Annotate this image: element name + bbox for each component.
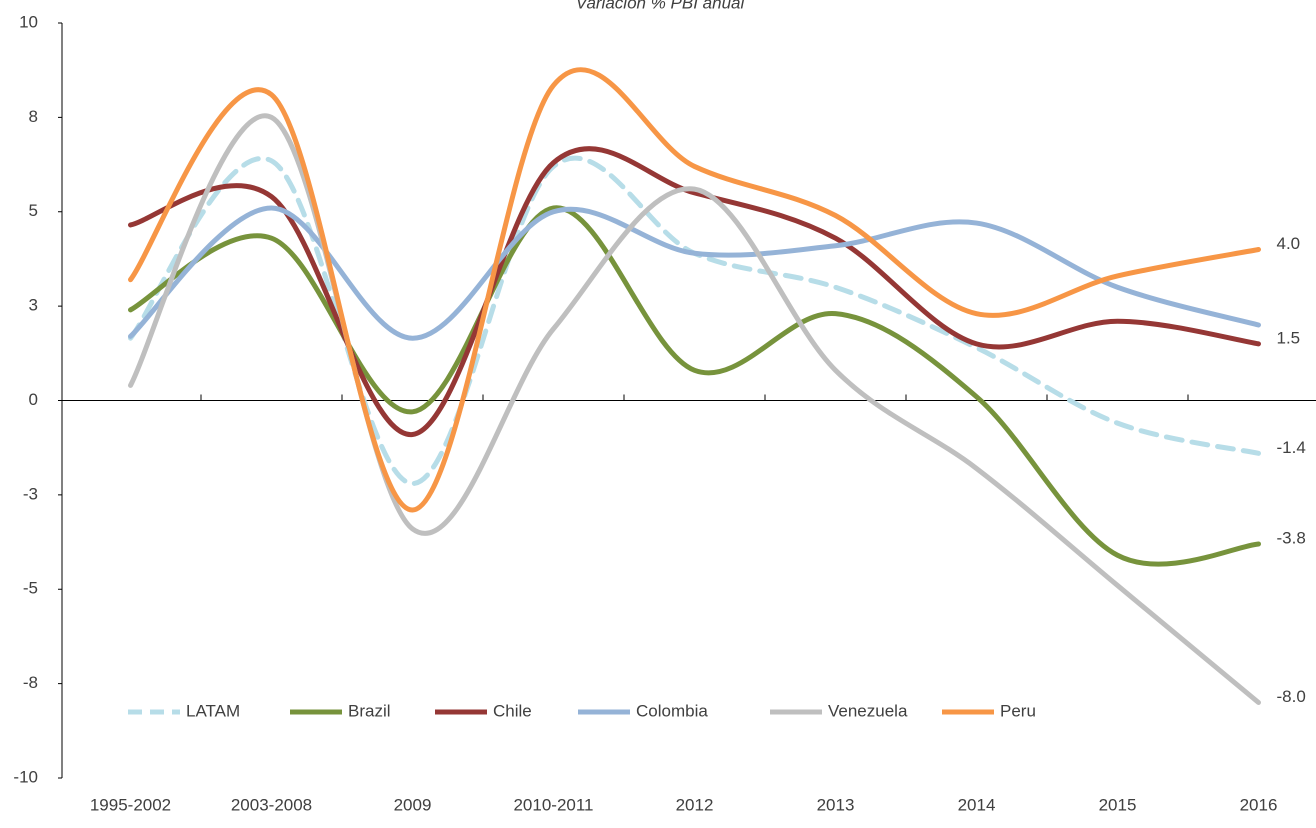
x-tick-label: 2012	[676, 795, 714, 814]
data-label: 4.0	[1277, 234, 1301, 253]
x-tick-label: 2009	[394, 795, 432, 814]
x-tick-label: 2003-2008	[231, 795, 312, 814]
y-tick-label: 8	[29, 107, 38, 126]
legend-label: Venezuela	[828, 701, 908, 720]
legend-label: Peru	[1000, 701, 1036, 720]
data-label: -1.4	[1277, 438, 1306, 457]
series-line	[128, 155, 1261, 487]
legend-label: Chile	[493, 701, 532, 720]
y-tick-label: -5	[23, 579, 38, 598]
y-tick-label: 10	[19, 12, 38, 31]
x-tick-label: 2013	[817, 795, 855, 814]
legend-label: Brazil	[348, 701, 391, 720]
x-tick-label: 2010-2011	[513, 795, 593, 814]
data-label: -8.0	[1277, 687, 1306, 706]
series-line	[128, 205, 1261, 567]
data-label: -3.8	[1277, 528, 1306, 547]
legend-label: LATAM	[186, 701, 240, 720]
legend-label: Colombia	[636, 701, 708, 720]
series-line	[128, 205, 1261, 341]
y-tick-label: -3	[23, 484, 38, 503]
y-tick-label: -10	[13, 767, 38, 786]
series-line	[128, 113, 1261, 705]
y-tick-label: 3	[29, 296, 38, 315]
x-tick-label: 2014	[958, 795, 996, 814]
x-tick-label: 1995-2002	[90, 795, 171, 814]
x-tick-label: 2016	[1240, 795, 1278, 814]
chart-title: Variación % PBI anual	[576, 0, 746, 12]
y-tick-label: 0	[29, 390, 38, 409]
y-tick-label: -8	[23, 673, 38, 692]
x-tick-label: 2015	[1099, 795, 1137, 814]
y-tick-label: 5	[29, 201, 38, 220]
series-line	[128, 67, 1261, 513]
series-line	[128, 146, 1261, 437]
data-label: 1.5	[1277, 328, 1301, 347]
